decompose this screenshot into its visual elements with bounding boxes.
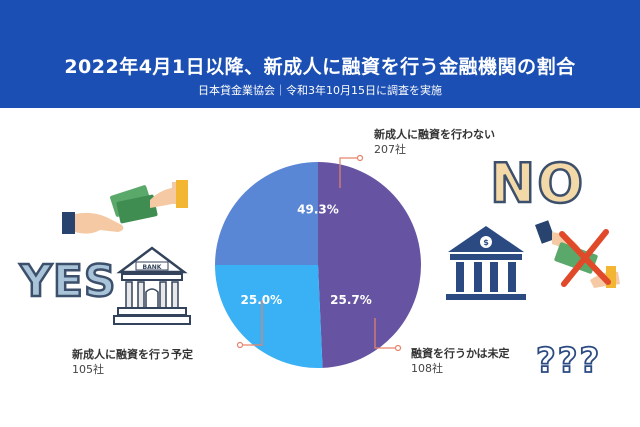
connector-line-right bbox=[374, 318, 398, 349]
header-banner: 2022年4月1日以降、新成人に融資を行う金融機関の割合 日本貸金業協会｜令和3… bbox=[0, 0, 640, 108]
question-marks-icon: ??? bbox=[536, 341, 601, 381]
label-plan-lend: 新成人に融資を行う予定 105社 bbox=[72, 347, 193, 377]
label-undecided: 融資を行うかは未定 108社 bbox=[411, 346, 510, 376]
label-plan-lend-count: 105社 bbox=[72, 363, 104, 376]
yes-text: YES bbox=[19, 256, 117, 307]
pie-percent-labels: 49.3% 25.7% 25.0% bbox=[241, 203, 372, 308]
svg-text:$: $ bbox=[483, 238, 489, 247]
connector-line-left bbox=[240, 300, 263, 346]
label-undecided-name: 融資を行うかは未定 bbox=[411, 347, 510, 360]
pie-percent-label: 25.0% bbox=[241, 293, 283, 307]
connector-lines bbox=[236, 154, 402, 352]
label-undecided-count: 108社 bbox=[411, 362, 443, 375]
bank-icon-right: $ bbox=[446, 226, 526, 300]
page-title: 2022年4月1日以降、新成人に融資を行う金融機関の割合 bbox=[64, 56, 576, 78]
refused-money-icon bbox=[535, 220, 620, 288]
connector-line-top bbox=[339, 157, 360, 188]
money-hand-icon bbox=[62, 180, 188, 234]
pie-percent-label: 49.3% bbox=[297, 203, 339, 217]
pie-chart bbox=[215, 162, 421, 368]
connector-dot-top bbox=[356, 154, 364, 162]
bank-sign: BANK bbox=[143, 264, 162, 271]
pie-slice-plan-lend bbox=[215, 162, 318, 265]
connector-dot-left bbox=[236, 341, 244, 349]
pie-percent-label: 25.7% bbox=[330, 293, 372, 307]
bank-building-icon: BANK bbox=[113, 246, 191, 325]
label-plan-lend-name: 新成人に融資を行う予定 bbox=[72, 348, 193, 361]
no-text: NO bbox=[490, 152, 585, 215]
pie-slice-undecided bbox=[215, 265, 323, 368]
pie-slice-not-lend bbox=[318, 162, 421, 368]
page-subtitle: 日本貸金業協会｜令和3年10月15日に調査を実施 bbox=[198, 84, 442, 97]
label-not-lend-name: 新成人に融資を行わない bbox=[374, 128, 495, 141]
label-not-lend-count: 207社 bbox=[374, 143, 406, 156]
connector-dot-right bbox=[394, 344, 402, 352]
label-not-lend: 新成人に融資を行わない 207社 bbox=[374, 127, 495, 157]
